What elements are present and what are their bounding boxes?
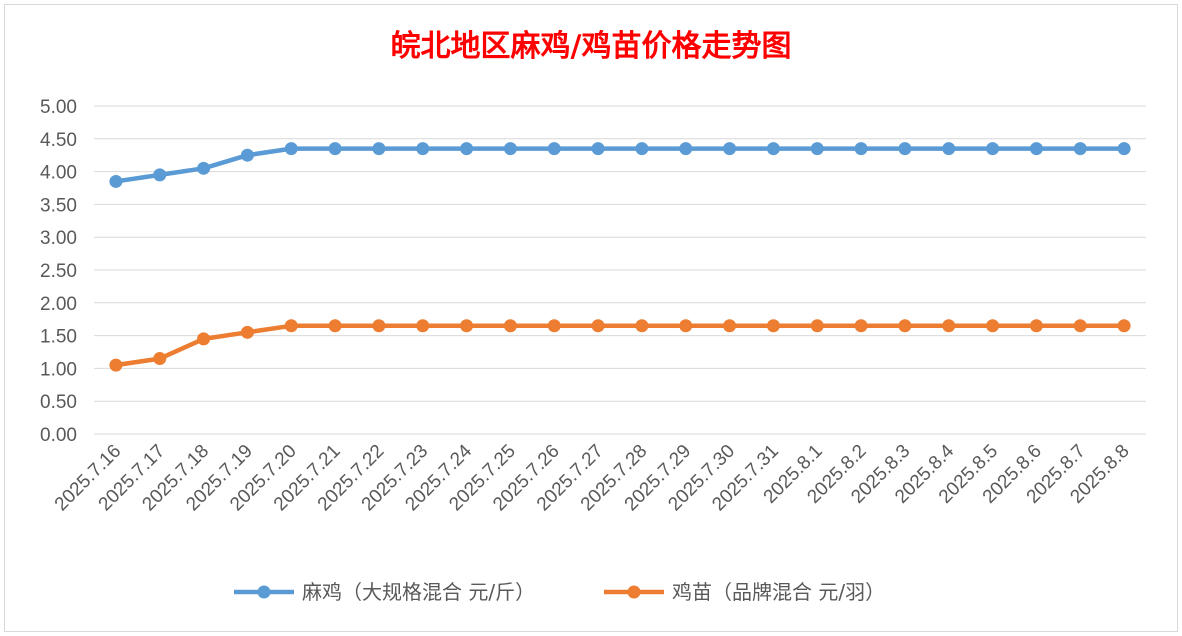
legend-marker — [257, 585, 271, 599]
legend-marker — [627, 585, 641, 599]
data-point — [416, 319, 430, 333]
y-tick-label: 2.00 — [40, 294, 77, 315]
y-tick-label: 1.00 — [40, 359, 77, 380]
data-point — [328, 319, 342, 333]
data-point — [854, 142, 868, 156]
data-point — [547, 142, 561, 156]
data-point — [153, 168, 167, 182]
data-point — [591, 142, 605, 156]
legend-label: 鸡苗（品牌混合 元/羽） — [672, 580, 885, 604]
data-point — [942, 319, 956, 333]
data-point — [503, 142, 517, 156]
data-point — [372, 142, 386, 156]
data-point — [635, 142, 649, 156]
legend-item: 鸡苗（品牌混合 元/羽） — [604, 580, 885, 604]
data-point — [766, 319, 780, 333]
series-1 — [109, 142, 1131, 188]
data-point — [1029, 319, 1043, 333]
series-layer — [109, 142, 1131, 372]
legend-item: 麻鸡（大规格混合 元/斤） — [234, 580, 535, 604]
legend: 麻鸡（大规格混合 元/斤） 鸡苗（品牌混合 元/羽） — [234, 580, 885, 604]
series-line — [113, 323, 1127, 368]
y-tick-label: 4.50 — [40, 130, 77, 151]
series-line — [113, 146, 1127, 184]
data-point — [679, 319, 693, 333]
y-axis-ticks: 0.00 0.50 1.00 1.50 2.00 2.50 3.00 3.50 4.00 4.50… — [40, 97, 77, 446]
y-tick-label: 2.50 — [40, 261, 77, 282]
data-point — [591, 319, 605, 333]
y-tick-label: 3.50 — [40, 195, 77, 216]
data-point — [109, 358, 123, 372]
data-point — [1117, 142, 1131, 156]
y-tick-label: 3.00 — [40, 228, 77, 249]
legend-label: 麻鸡（大规格混合 元/斤） — [302, 580, 535, 604]
data-point — [810, 319, 824, 333]
data-point — [986, 142, 1000, 156]
chart-frame — [4, 4, 1178, 632]
grid-layer — [94, 105, 1146, 435]
data-point — [460, 319, 474, 333]
y-tick-label: 0.00 — [40, 425, 77, 446]
data-point — [766, 142, 780, 156]
x-axis-ticks: 2025.7.162025.7.172025.7.182025.7.192025… — [51, 440, 1134, 515]
data-point — [723, 142, 737, 156]
data-point — [503, 319, 517, 333]
data-point — [854, 319, 868, 333]
data-point — [109, 174, 123, 188]
data-point — [372, 319, 386, 333]
y-tick-label: 4.00 — [40, 163, 77, 184]
data-point — [723, 319, 737, 333]
data-point — [898, 319, 912, 333]
y-tick-label: 5.00 — [40, 97, 77, 118]
y-tick-label: 0.50 — [40, 392, 77, 413]
data-point — [240, 325, 254, 339]
data-point — [898, 142, 912, 156]
data-point — [197, 161, 211, 175]
data-point — [1073, 142, 1087, 156]
data-point — [197, 332, 211, 346]
data-point — [1073, 319, 1087, 333]
data-point — [986, 319, 1000, 333]
data-point — [1029, 142, 1043, 156]
data-point — [1117, 319, 1131, 333]
data-point — [460, 142, 474, 156]
series-2 — [109, 319, 1131, 372]
data-point — [547, 319, 561, 333]
y-tick-label: 1.50 — [40, 327, 77, 348]
data-point — [635, 319, 649, 333]
data-point — [284, 319, 298, 333]
data-point — [679, 142, 693, 156]
data-point — [328, 142, 342, 156]
data-point — [284, 142, 298, 156]
data-point — [810, 142, 824, 156]
data-point — [416, 142, 430, 156]
data-point — [942, 142, 956, 156]
data-point — [153, 352, 167, 366]
data-point — [240, 148, 254, 162]
chart-title: 皖北地区麻鸡/鸡苗价格走势图 — [391, 29, 792, 64]
